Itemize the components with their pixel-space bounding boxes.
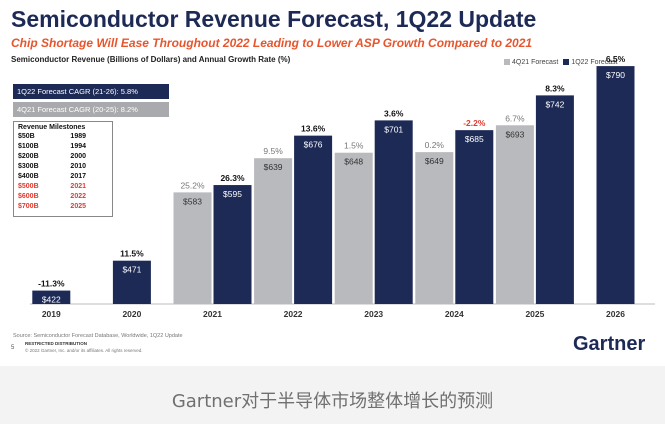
chart-svg: $422 -11.3% 2019 $471 11.5% 2020 $583 25.2% $595… xyxy=(30,54,655,319)
copyright-note: © 2022 Gartner, Inc. and/or its affiliat… xyxy=(25,348,143,353)
data-label-value: $648 xyxy=(344,157,363,167)
milestone-value: $700B xyxy=(18,203,39,210)
milestone-row: $50B 1989 xyxy=(18,132,108,142)
data-label-value: $676 xyxy=(304,140,323,150)
data-label-value: $649 xyxy=(425,156,444,166)
source-note: Source: Semiconductor Forecast Database,… xyxy=(13,333,183,339)
gartner-logo: Gartner xyxy=(573,333,646,355)
data-label-growth: 6.5% xyxy=(606,54,626,64)
milestone-value: $600B xyxy=(18,193,39,200)
image-caption: Gartner对于半导体市场整体增长的预测 xyxy=(171,391,494,412)
bar-4q21-2024 xyxy=(415,152,454,304)
data-label-growth: 13.6% xyxy=(301,124,326,134)
milestone-value: $100B xyxy=(18,143,39,150)
milestone-value: $200B xyxy=(18,153,39,160)
legend-label-1q22: 1Q22 Forecast xyxy=(571,59,618,66)
milestone-year: 1994 xyxy=(70,143,86,150)
x-tick-label: 2024 xyxy=(445,309,464,319)
milestone-year: 2025 xyxy=(70,203,86,210)
milestone-row: $700B 2025 xyxy=(18,202,108,212)
data-label-growth: -11.3% xyxy=(38,279,65,289)
data-label-value: $595 xyxy=(223,189,242,199)
bar-4q21-2023 xyxy=(334,152,373,304)
milestone-value: $50B xyxy=(18,133,35,140)
milestone-year: 2017 xyxy=(70,173,86,180)
data-label-value: $701 xyxy=(384,124,403,134)
restricted-note: RESTRICTED DISTRIBUTION xyxy=(25,341,88,346)
milestone-row: $300B 2010 xyxy=(18,162,108,172)
milestone-row: $500B 2021 xyxy=(18,182,108,192)
milestone-year: 2022 xyxy=(70,193,86,200)
milestone-row: $600B 2022 xyxy=(18,192,108,202)
x-tick-label: 2021 xyxy=(203,309,222,319)
bar-4q21-2022 xyxy=(254,158,293,304)
data-label-growth: 25.2% xyxy=(180,180,205,190)
data-label-value: $471 xyxy=(122,265,141,275)
subtitle: Chip Shortage Will Ease Throughout 2022 … xyxy=(11,36,533,50)
slide: Semiconductor Revenue Forecast, 1Q22 Upd… xyxy=(0,0,665,366)
x-tick-label: 2025 xyxy=(525,309,544,319)
data-label-growth: 3.6% xyxy=(384,108,404,118)
data-label-value: $422 xyxy=(42,295,61,305)
milestone-year: 2000 xyxy=(70,153,86,160)
data-label-growth: 6.7% xyxy=(505,113,525,123)
cagr-1q22-banner: 1Q22 Forecast CAGR (21-26): 5.8% xyxy=(13,84,169,99)
bar-1q22-2023 xyxy=(374,120,413,304)
data-label-value: $639 xyxy=(264,162,283,172)
milestones-rows: $50B 1989 $100B 1994 $200B 2000 $300B 2010 $400B… xyxy=(18,132,108,212)
milestone-value: $400B xyxy=(18,173,39,180)
bar-4q21-2025 xyxy=(495,125,534,305)
x-tick-label: 2020 xyxy=(122,309,141,319)
milestone-year: 2021 xyxy=(70,183,86,190)
legend-swatch-4q21 xyxy=(504,59,510,66)
data-label-value: $685 xyxy=(465,134,484,144)
data-label-value: $583 xyxy=(183,196,202,206)
data-label-growth: -2.2% xyxy=(463,118,486,128)
data-label-growth: 1.5% xyxy=(344,141,364,151)
bar-4q21-2021 xyxy=(173,192,212,304)
chart-legend: 4Q21 Forecast 1Q22 Forecast xyxy=(504,59,618,66)
x-tick-label: 2023 xyxy=(364,309,383,319)
milestone-year: 1989 xyxy=(70,133,86,140)
legend-item-4q21: 4Q21 Forecast xyxy=(504,59,558,66)
bar-1q22-2021 xyxy=(213,185,252,304)
data-label-growth: 9.5% xyxy=(263,146,283,156)
milestone-row: $100B 1994 xyxy=(18,142,108,152)
legend-swatch-1q22 xyxy=(563,59,570,66)
legend-label-4q21: 4Q21 Forecast xyxy=(512,59,559,66)
chart-label: Semiconductor Revenue (Billions of Dolla… xyxy=(11,55,291,64)
milestone-value: $300B xyxy=(18,163,39,170)
milestones-title: Revenue Milestones xyxy=(18,124,86,131)
bar-1q22-2022 xyxy=(294,135,333,304)
data-label-value: $742 xyxy=(545,99,564,109)
data-label-value: $693 xyxy=(505,129,524,139)
milestone-row: $200B 2000 xyxy=(18,152,108,162)
revenue-milestones-table: Revenue Milestones $50B 1989 $100B 1994 $200… xyxy=(13,121,113,217)
bar-1q22-2025 xyxy=(535,95,574,304)
page-title: Semiconductor Revenue Forecast, 1Q22 Upd… xyxy=(11,6,537,32)
legend-item-1q22: 1Q22 Forecast xyxy=(563,59,618,66)
data-label-value: $790 xyxy=(606,70,625,80)
page-number: 5 xyxy=(11,345,15,351)
data-label-growth: 0.2% xyxy=(425,140,445,150)
bar-1q22-2020 xyxy=(112,260,151,304)
cagr-4q21-banner: 4Q21 Forecast CAGR (20-25): 8.2% xyxy=(13,102,169,117)
data-label-growth: 8.3% xyxy=(545,83,565,93)
bar-1q22-2024 xyxy=(455,130,494,304)
bar-1q22-2026 xyxy=(596,66,635,304)
milestone-row: $400B 2017 xyxy=(18,172,108,182)
x-tick-label: 2026 xyxy=(606,309,625,319)
data-label-growth: 11.5% xyxy=(120,249,144,259)
bar-1q22-2019 xyxy=(32,290,71,304)
data-label-growth: 26.3% xyxy=(220,173,245,183)
milestone-year: 2010 xyxy=(70,163,86,170)
x-tick-label: 2022 xyxy=(284,309,303,319)
milestone-value: $500B xyxy=(18,183,39,190)
x-tick-label: 2019 xyxy=(42,309,61,319)
